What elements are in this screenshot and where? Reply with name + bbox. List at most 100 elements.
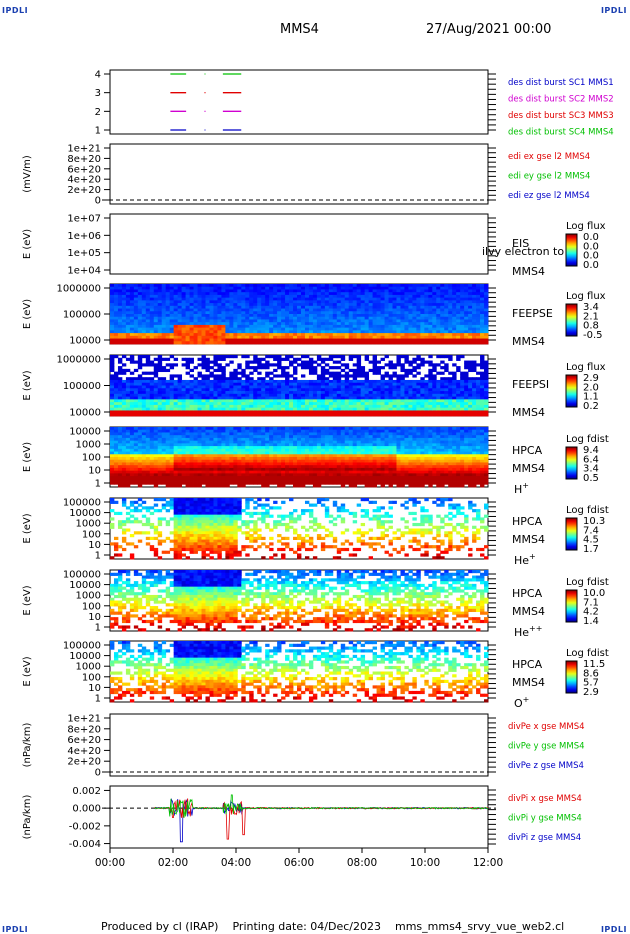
heatmap-cell <box>249 437 254 442</box>
heatmap-cell <box>229 404 234 409</box>
heatmap-cell <box>257 357 262 361</box>
heatmap-cell <box>416 407 421 411</box>
heatmap-cell <box>416 404 421 409</box>
heatmap-cell <box>137 308 143 312</box>
heatmap-cell <box>440 324 445 329</box>
heatmap-cell <box>300 379 306 384</box>
heatmap-cell <box>161 478 167 482</box>
heatmap-cell <box>376 413 381 417</box>
heatmap-cell <box>165 484 171 488</box>
heatmap-cell <box>145 481 151 485</box>
heatmap-cell <box>428 327 433 331</box>
heatmap-cell <box>312 338 318 342</box>
heatmap-cell <box>297 413 302 417</box>
heatmap-cell <box>289 341 294 345</box>
heatmap-cell <box>245 284 250 288</box>
heatmap-cell <box>273 451 278 455</box>
heatmap-cell <box>110 473 115 477</box>
heatmap-cell <box>444 322 449 326</box>
heatmap-cell <box>113 467 119 472</box>
heatmap-cell <box>289 289 294 293</box>
heatmap-cell <box>484 294 489 299</box>
heatmap-cell <box>197 429 202 433</box>
heatmap-cell <box>173 335 179 339</box>
heatmap-cell <box>229 462 234 466</box>
heatmap-cell <box>273 374 278 378</box>
heatmap-cell <box>304 338 310 342</box>
heatmap-cell <box>464 284 469 288</box>
heatmap-cell <box>225 341 230 345</box>
heatmap-cell <box>340 330 346 334</box>
heatmap-cell <box>464 399 469 403</box>
heatmap-cell <box>229 457 234 461</box>
heatmap-cell <box>229 286 234 290</box>
heatmap-cell <box>285 465 290 469</box>
heatmap-cell <box>289 338 294 342</box>
heatmap-cell <box>376 322 381 326</box>
heatmap-cell <box>197 379 202 384</box>
heatmap-cell <box>472 382 477 386</box>
heatmap-cell <box>452 374 457 378</box>
heatmap-cell <box>125 410 131 414</box>
heatmap-cell <box>189 300 194 304</box>
heatmap-cell <box>110 465 115 469</box>
heatmap-cell <box>213 335 218 339</box>
heatmap-cell <box>110 289 115 293</box>
heatmap-cell <box>300 327 306 331</box>
heatmap-cell <box>197 327 202 331</box>
heatmap-cell <box>273 446 278 450</box>
heatmap-cell <box>376 324 381 329</box>
heatmap-cell <box>408 314 413 318</box>
heatmap-cell <box>110 316 115 320</box>
heatmap-cell <box>157 322 163 326</box>
heatmap-cell <box>177 297 183 301</box>
heatmap-cell <box>261 286 266 290</box>
heatmap-cell <box>217 289 222 293</box>
heatmap-cell <box>121 311 127 315</box>
heatmap-cell <box>153 440 159 444</box>
heatmap-cell <box>460 286 465 290</box>
heatmap-cell <box>113 330 119 334</box>
heatmap-cell <box>149 303 155 307</box>
heatmap-cell <box>157 402 163 406</box>
heatmap-cell <box>141 327 147 331</box>
heatmap-cell <box>424 308 429 312</box>
heatmap-cell <box>384 382 389 386</box>
heatmap-cell <box>233 440 238 444</box>
heatmap-cell <box>189 440 194 444</box>
heatmap-cell <box>141 404 147 409</box>
heatmap-cell <box>261 327 266 331</box>
heatmap-cell <box>157 427 163 431</box>
heatmap-cell <box>396 311 401 315</box>
heatmap-cell <box>110 322 115 326</box>
heatmap-cell <box>364 314 370 318</box>
heatmap-cell <box>173 314 179 318</box>
heatmap-cell <box>229 407 234 411</box>
heatmap-cell <box>364 396 370 400</box>
heatmap-cell <box>233 327 238 331</box>
heatmap-cell <box>336 305 342 309</box>
heatmap-cell <box>245 459 250 463</box>
heatmap-cell <box>241 432 246 436</box>
heatmap-cell <box>110 330 115 334</box>
heatmap-cell <box>205 481 210 485</box>
heatmap-cell <box>221 462 226 466</box>
heatmap-cell <box>456 404 461 409</box>
heatmap-cell <box>257 396 262 400</box>
heatmap-cell <box>169 379 175 384</box>
heatmap-cell <box>340 333 346 337</box>
heatmap-cell <box>324 357 330 361</box>
heatmap-cell <box>396 324 401 329</box>
heatmap-cell <box>233 341 238 345</box>
heatmap-cell <box>420 303 425 307</box>
heatmap-cell <box>277 382 282 386</box>
heatmap-cell <box>269 465 274 469</box>
heatmap-cell <box>217 294 222 299</box>
heatmap-cell <box>328 366 334 370</box>
heatmap-cell <box>205 435 210 439</box>
heatmap-cell <box>257 377 262 381</box>
heatmap-cell <box>400 396 405 400</box>
heatmap-cell <box>261 413 266 417</box>
heatmap-cell <box>169 363 175 367</box>
heatmap-cell <box>297 316 302 320</box>
